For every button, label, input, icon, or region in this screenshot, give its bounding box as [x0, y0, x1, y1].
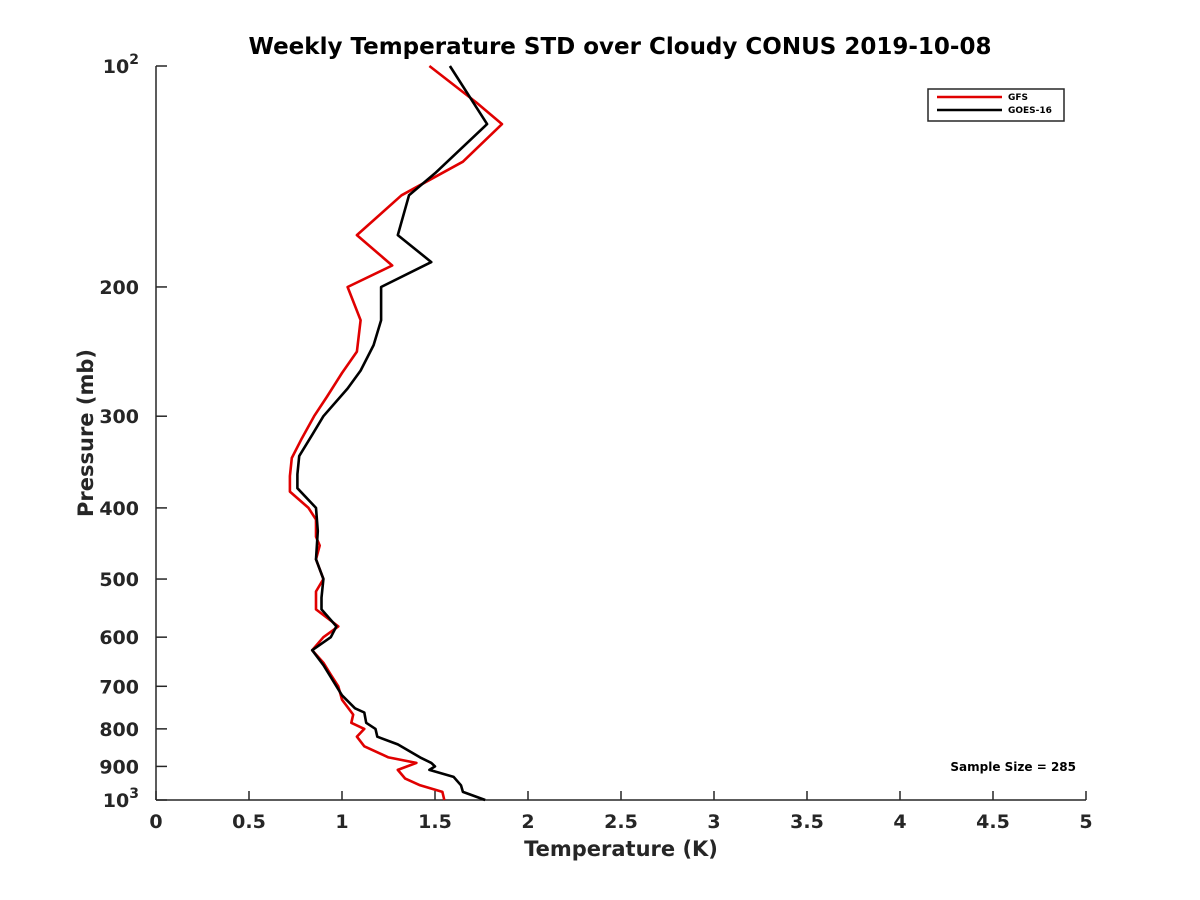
x-tick-label: 4.5	[976, 811, 1010, 833]
legend: GFS GOES-16	[927, 88, 1065, 122]
plot-area: 0 0.5 1 1.5 2 2.5 3 3.5 4 4.5 5 102200300400500600…	[99, 52, 1092, 833]
x-tick-label: 4	[893, 811, 906, 833]
y-tick-label: 103	[103, 786, 139, 812]
y-tick-label: 200	[99, 277, 139, 299]
y-tick-label-base: 800	[99, 719, 139, 741]
y-tick-label: 500	[99, 569, 139, 591]
x-tick-label: 1.5	[418, 811, 452, 833]
sample-size-annotation: Sample Size = 285	[950, 760, 1076, 774]
x-tick-label: 0	[149, 811, 162, 833]
legend-label-goes16: GOES-16	[1008, 106, 1052, 116]
series-line-gfs	[288, 64, 504, 801]
y-tick-label-exponent: 3	[129, 786, 139, 802]
x-axis-ticks: 0 0.5 1 1.5 2 2.5 3 3.5 4 4.5 5	[149, 791, 1093, 833]
y-tick-label-base: 10	[103, 790, 129, 812]
y-tick-label-exponent: 2	[129, 52, 139, 68]
x-axis-label: Temperature (K)	[524, 837, 718, 861]
y-tick-label: 102	[103, 52, 139, 78]
y-tick-label-base: 600	[99, 627, 139, 649]
x-tick-label: 0.5	[232, 811, 266, 833]
y-tick-label: 400	[99, 498, 139, 520]
y-tick-label: 300	[99, 406, 139, 428]
x-tick-label: 2	[521, 811, 534, 833]
x-tick-label: 5	[1079, 811, 1092, 833]
series-lines	[288, 64, 504, 802]
y-tick-label-base: 900	[99, 756, 139, 778]
y-axis-label: Pressure (mb)	[74, 349, 98, 517]
y-tick-label: 700	[99, 676, 139, 698]
x-tick-label: 2.5	[604, 811, 638, 833]
x-tick-label: 3	[707, 811, 720, 833]
legend-label-gfs: GFS	[1008, 93, 1028, 103]
legend-box	[927, 88, 1065, 122]
y-tick-label-base: 200	[99, 277, 139, 299]
x-tick-label: 3.5	[790, 811, 824, 833]
chart-title: Weekly Temperature STD over Cloudy CONUS…	[249, 34, 992, 60]
y-tick-label-base: 500	[99, 569, 139, 591]
y-tick-label-base: 400	[99, 498, 139, 520]
x-tick-label: 1	[335, 811, 348, 833]
y-tick-label: 900	[99, 756, 139, 778]
y-tick-label: 600	[99, 627, 139, 649]
y-tick-label-base: 10	[103, 56, 129, 78]
series-line-goes-16	[296, 65, 489, 802]
y-tick-label-base: 700	[99, 676, 139, 698]
y-tick-label: 800	[99, 719, 139, 741]
y-tick-label-base: 300	[99, 406, 139, 428]
